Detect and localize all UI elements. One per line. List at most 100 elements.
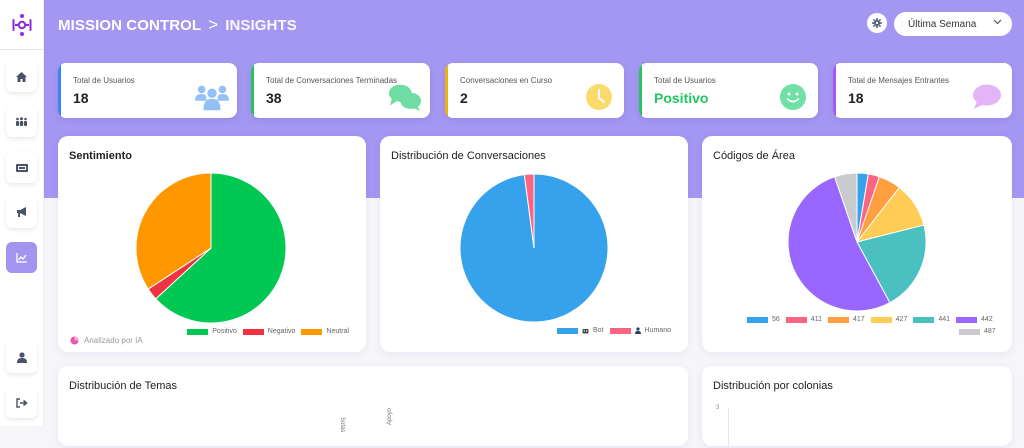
legend-swatch [956, 316, 978, 323]
user-icon [16, 352, 27, 363]
legend-swatch [557, 327, 579, 334]
chevron-down-icon [993, 19, 1002, 25]
chart-line-icon [16, 252, 27, 263]
breadcrumb-separator-icon: > [208, 15, 219, 34]
legend-swatch [827, 316, 849, 323]
legend-swatch [187, 328, 209, 335]
legend-item-427[interactable]: 427 [870, 316, 908, 323]
legend-label: 442 [981, 316, 993, 323]
card-title: Códigos de Área [713, 150, 795, 162]
stat-accent-bar [833, 63, 836, 118]
legend-item-441[interactable]: 441 [913, 316, 950, 323]
stat-accent-bar [58, 63, 61, 118]
legend-item-bot[interactable]: Bot [557, 327, 604, 334]
stat-card-total-users: Total de Usuarios 18 [58, 63, 237, 118]
sidebar-item-logout[interactable] [6, 387, 37, 418]
legend-swatch [609, 327, 631, 334]
users-group-icon [195, 81, 229, 113]
breadcrumb-app-title[interactable]: MISSION CONTROL [58, 16, 202, 34]
sidebar-item-tickets[interactable] [6, 152, 37, 183]
conversation-distribution-card: Distribución de Conversaciones Bot Human… [380, 136, 688, 352]
legend-swatch [870, 316, 892, 323]
neighborhoods-distribution-card: Distribución por colonias 3 [702, 366, 1012, 448]
legend-label: Bot [593, 327, 604, 334]
legend-label: 427 [895, 316, 908, 323]
stat-value: 38 [266, 90, 282, 106]
pie-slice-humano[interactable] [523, 173, 535, 249]
sidebar-item-users[interactable] [6, 106, 37, 137]
stat-title: Total de Conversaciones Terminadas [266, 76, 398, 85]
breadcrumb: MISSION CONTROL > INSIGHTS [58, 15, 297, 35]
y-axis-line [728, 408, 729, 448]
stat-value: Positivo [654, 90, 709, 106]
legend-item-56[interactable]: 56 [747, 316, 780, 323]
pie-slice-441[interactable] [856, 224, 927, 304]
ai-analysis-note: Analizado por IA [70, 336, 143, 345]
legend-label: Humano [644, 327, 671, 334]
legend-label: Positivo [212, 328, 237, 335]
stat-title: Total de Mensajes Entrantes [848, 76, 949, 85]
date-range-select[interactable]: Última Semana [894, 12, 1012, 36]
sentiment-card: Sentimiento Positivo Negativo Neutral An… [58, 136, 366, 352]
card-title: Distribución por colonias [713, 380, 833, 392]
pie-slice-442[interactable] [787, 176, 891, 312]
sentiment-pie-chart[interactable] [135, 172, 287, 324]
legend-item-417[interactable]: 417 [827, 316, 865, 323]
breadcrumb-current-page: INSIGHTS [225, 16, 297, 34]
stat-value: 2 [460, 90, 468, 106]
area-codes-legend: 56 411 417 427 441 442 [747, 316, 993, 323]
stat-value: 18 [73, 90, 89, 106]
sidebar-item-campaigns[interactable] [6, 197, 37, 228]
stat-value: 18 [848, 90, 864, 106]
sidebar-item-insights[interactable] [6, 242, 37, 273]
area-codes-card: Códigos de Área 56 411 417 427 441 442 4… [702, 136, 1012, 352]
chat-bubbles-icon [388, 81, 422, 113]
legend-label: Negativo [267, 328, 296, 335]
sentiment-legend: Positivo Negativo Neutral [187, 328, 349, 335]
date-range-value: Última Semana [908, 18, 977, 30]
message-bubble-icon [970, 81, 1004, 113]
stat-card-finished-conversations: Total de Conversaciones Terminadas 38 [251, 63, 430, 118]
settings-button[interactable] [867, 13, 887, 33]
app-logo[interactable] [0, 0, 44, 50]
card-title: Distribución de Temas [69, 380, 178, 392]
legend-item-411[interactable]: 411 [785, 316, 822, 323]
pie-slice-487[interactable] [833, 172, 858, 243]
legend-item-negativo[interactable]: Negativo [242, 328, 296, 335]
topic-axis-label: Apoyo [387, 407, 393, 425]
sidebar-item-home[interactable] [6, 61, 37, 92]
stat-card-user-sentiment: Total de Usuarios Positivo [639, 63, 818, 118]
topic-axis-label: Sofás [339, 417, 345, 433]
legend-item-neutral[interactable]: Neutral [301, 328, 349, 335]
stat-accent-bar [251, 63, 254, 118]
pie-slice-positivo[interactable] [155, 172, 287, 324]
y-axis-tick: 3 [716, 405, 720, 411]
stat-card-ongoing-conversations: Conversaciones en Curso 2 [445, 63, 624, 118]
legend-item-442[interactable]: 442 [956, 316, 993, 323]
legend-swatch [747, 316, 768, 323]
pie-chart-icon [70, 336, 79, 345]
legend-swatch [301, 328, 323, 335]
legend-label: Neutral [326, 328, 349, 335]
distribution-legend: Bot Humano [557, 327, 671, 334]
area-codes-pie-chart[interactable] [787, 172, 927, 312]
sidebar [0, 0, 44, 426]
legend-item-487[interactable]: 487 [959, 328, 996, 335]
card-title: Sentimiento [69, 150, 132, 162]
sidebar-item-profile[interactable] [6, 342, 37, 373]
pie-slice-neutral[interactable] [135, 172, 212, 290]
topics-distribution-card: Distribución de Temas Sofás Apoyo [58, 366, 688, 446]
stat-title: Conversaciones en Curso [460, 76, 553, 85]
stat-title: Total de Usuarios [654, 76, 716, 85]
legend-item-humano[interactable]: Humano [609, 327, 671, 334]
legend-item-positivo[interactable]: Positivo [187, 328, 237, 335]
legend-label: 417 [852, 316, 865, 323]
person-icon [634, 327, 641, 334]
stat-accent-bar [445, 63, 448, 118]
stat-card-incoming-messages: Total de Mensajes Entrantes 18 [833, 63, 1012, 118]
conversation-distribution-pie-chart[interactable] [459, 173, 609, 323]
area-codes-legend-row-2: 487 [959, 328, 996, 335]
legend-label: 487 [984, 328, 996, 335]
stat-accent-bar [639, 63, 642, 118]
stat-title: Total de Usuarios [73, 76, 135, 85]
